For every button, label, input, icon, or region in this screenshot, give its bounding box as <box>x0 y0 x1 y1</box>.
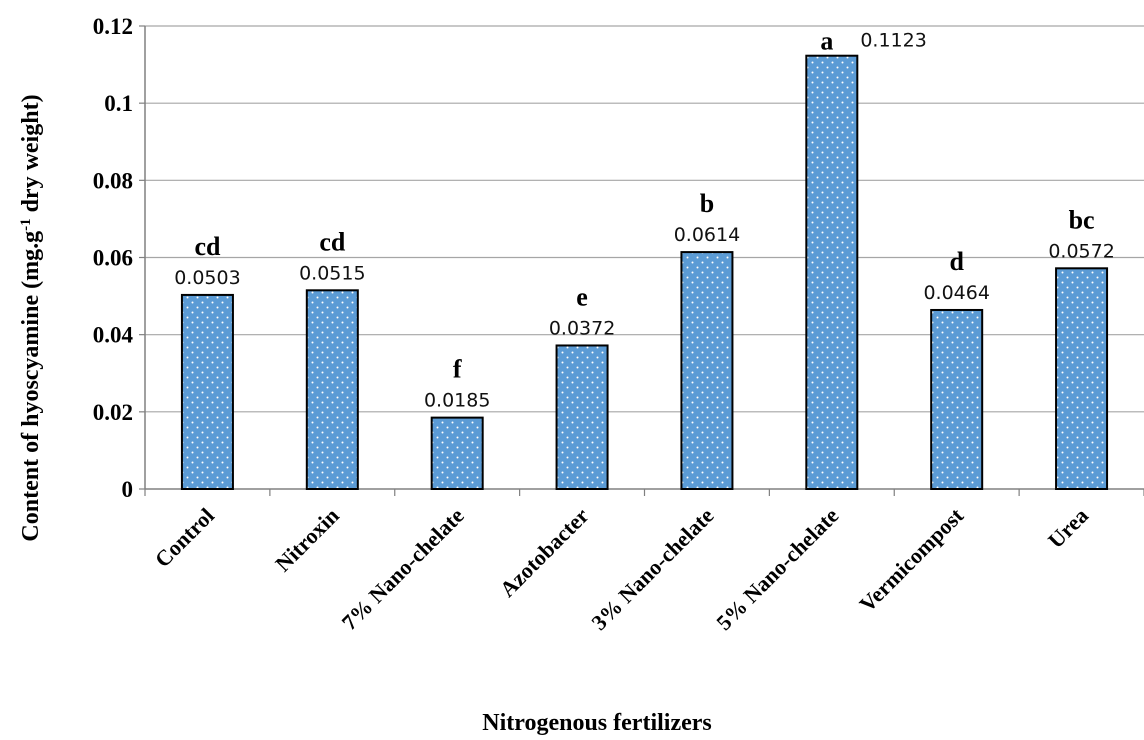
value-label: 0.0515 <box>299 262 365 284</box>
bar <box>180 293 234 491</box>
bar <box>430 416 484 490</box>
bar <box>805 54 859 490</box>
y-axis-title-suffix: dry weight) <box>18 94 44 218</box>
value-label: 0.0185 <box>424 390 490 412</box>
x-tick-label: Urea <box>1043 503 1093 553</box>
significance-letter: f <box>453 355 462 384</box>
bars: 0.0503 cd 0.0515 cd 0.0185 f 0.0372 e 0.0614 b 0.1… <box>174 27 1115 491</box>
significance-letter: cd <box>319 227 346 256</box>
y-tick-label: 0 <box>122 477 134 502</box>
bar <box>1055 267 1109 491</box>
significance-letter: b <box>700 189 714 218</box>
value-label: 0.0614 <box>674 224 740 246</box>
significance-letter: a <box>820 27 833 56</box>
x-tick-label: 7% Nano-chelate <box>337 503 469 635</box>
x-tick-label: 3% Nano-chelate <box>586 503 718 635</box>
value-label: 0.1123 <box>860 30 926 52</box>
significance-letter: e <box>576 282 588 311</box>
x-tick-label: Control <box>150 503 219 572</box>
value-label: 0.0572 <box>1048 240 1114 262</box>
value-label: 0.0372 <box>549 317 615 339</box>
y-tick-label: 0.12 <box>93 14 133 39</box>
y-tick-label: 0.06 <box>93 246 133 271</box>
value-label: 0.0503 <box>174 267 240 289</box>
y-axis-title-main: Content of hyoscyamine (mg.g <box>18 231 44 542</box>
y-axis-title-superscript: -1 <box>18 218 34 231</box>
y-tick-label: 0.1 <box>104 91 133 116</box>
axes <box>139 25 1144 496</box>
y-tick-label: 0.04 <box>93 323 134 348</box>
bar <box>555 344 609 490</box>
bar <box>930 308 984 490</box>
x-axis-title: Nitrogenous fertilizers <box>482 710 712 736</box>
x-tick-label: 5% Nano-chelate <box>711 503 843 635</box>
y-axis-ticks: 0 0.02 0.04 0.06 0.08 0.1 0.12 <box>93 14 134 502</box>
significance-letter: bc <box>1069 205 1095 234</box>
x-tick-label: Vermicompost <box>854 502 968 616</box>
y-tick-label: 0.02 <box>93 400 133 425</box>
bar <box>680 251 734 490</box>
significance-letter: cd <box>194 232 221 261</box>
y-axis-title: Content of hyoscyamine (mg.g-1 dry weigh… <box>18 94 44 541</box>
gridlines <box>145 25 1144 413</box>
value-label: 0.0464 <box>923 282 989 304</box>
y-tick-label: 0.08 <box>93 168 133 193</box>
bar <box>305 289 359 490</box>
x-tick-label: Nitroxin <box>270 503 344 577</box>
significance-letter: d <box>949 247 964 276</box>
x-tick-label: Azotobacter <box>495 503 594 602</box>
